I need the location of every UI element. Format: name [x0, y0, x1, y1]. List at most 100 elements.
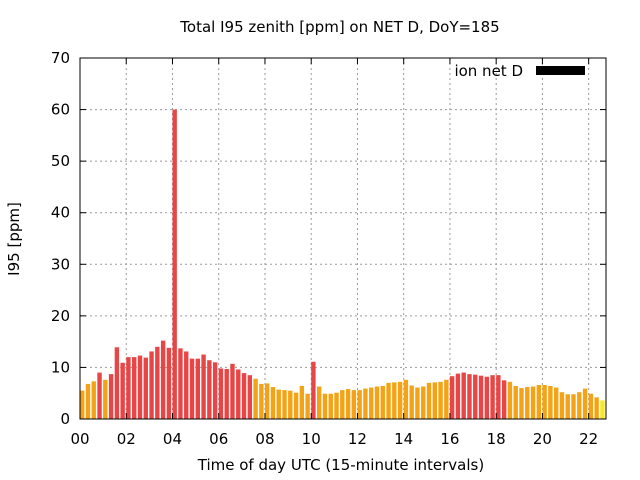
bar — [536, 384, 542, 419]
bar — [184, 351, 189, 419]
bar — [103, 379, 108, 419]
bar — [409, 385, 414, 419]
bar — [178, 348, 183, 419]
bar — [467, 374, 472, 419]
y-tick-label: 40 — [51, 204, 70, 222]
bar — [513, 385, 518, 419]
bar — [559, 392, 565, 419]
x-tick-label: 02 — [117, 430, 136, 448]
bar — [449, 376, 455, 419]
bar — [392, 382, 397, 419]
bar — [542, 384, 547, 419]
bar — [374, 386, 380, 419]
y-tick-label: 60 — [51, 101, 70, 119]
bar — [114, 347, 120, 419]
bar — [363, 388, 368, 419]
y-tick-label: 30 — [51, 255, 70, 273]
bar — [490, 375, 495, 419]
bar — [236, 369, 241, 419]
bar — [386, 382, 391, 419]
bar — [172, 109, 177, 420]
bar — [230, 363, 235, 419]
bar — [288, 390, 293, 419]
bar — [421, 386, 426, 419]
bar — [461, 372, 466, 419]
bar — [519, 388, 524, 419]
bar — [259, 383, 264, 419]
bar — [241, 373, 247, 419]
bar — [253, 378, 258, 419]
bar — [415, 387, 420, 419]
chart-title: Total I95 zenith [ppm] on NET D, DoY=185 — [179, 18, 499, 36]
bar — [155, 346, 160, 419]
bar — [334, 392, 339, 419]
bar — [426, 382, 432, 419]
bar — [299, 385, 305, 419]
x-tick-label: 00 — [70, 430, 89, 448]
bar — [85, 383, 91, 419]
bar — [403, 379, 409, 419]
bar — [97, 372, 102, 419]
bar — [160, 340, 166, 419]
bar — [357, 390, 362, 419]
bar — [316, 386, 322, 419]
y-tick-label: 50 — [51, 152, 70, 170]
bar — [565, 394, 570, 419]
x-tick-label: 12 — [348, 430, 367, 448]
x-axis-label: Time of day UTC (15-minute intervals) — [197, 456, 484, 474]
bar — [120, 362, 125, 419]
bar — [276, 389, 281, 419]
bar — [108, 374, 114, 419]
bar — [340, 390, 345, 419]
legend-swatch — [536, 66, 585, 75]
bar — [218, 368, 224, 419]
bar — [264, 383, 270, 419]
x-tick-label: 10 — [302, 430, 321, 448]
bar — [322, 393, 328, 419]
bars — [80, 109, 605, 420]
bar — [588, 393, 594, 419]
x-tick-label: 16 — [440, 430, 459, 448]
axis-ticks — [79, 57, 606, 420]
bar — [305, 393, 310, 419]
bar — [132, 357, 137, 419]
legend: ion net D — [454, 62, 585, 80]
bar — [455, 373, 461, 419]
bar — [444, 379, 449, 419]
bar — [91, 381, 96, 419]
bar — [525, 387, 530, 419]
x-tick-label: 06 — [209, 430, 228, 448]
bar — [438, 381, 443, 419]
bar — [501, 380, 507, 419]
bar — [282, 390, 287, 419]
bar — [293, 392, 299, 419]
bar — [473, 374, 478, 419]
bar — [189, 358, 195, 419]
bar — [149, 351, 154, 419]
bar — [507, 381, 513, 419]
x-tick-label: 22 — [579, 430, 598, 448]
bar — [577, 392, 582, 419]
x-tick-label: 14 — [394, 430, 413, 448]
bar — [582, 388, 588, 419]
bar — [207, 360, 212, 419]
bar — [247, 375, 253, 419]
bar — [571, 394, 576, 419]
plot-frame — [79, 57, 607, 420]
bar — [328, 393, 333, 419]
bar — [224, 368, 229, 419]
bar — [270, 387, 276, 419]
x-tick-label: 18 — [487, 430, 506, 448]
bar — [478, 375, 484, 419]
bar — [484, 376, 490, 419]
bar — [126, 357, 131, 419]
bar — [80, 390, 85, 419]
bar — [594, 397, 599, 419]
bar — [195, 358, 200, 419]
bar — [212, 362, 218, 419]
bar — [166, 347, 172, 419]
y-axis-label: I95 [ppm] — [5, 202, 23, 276]
x-tick-label: 04 — [163, 430, 182, 448]
